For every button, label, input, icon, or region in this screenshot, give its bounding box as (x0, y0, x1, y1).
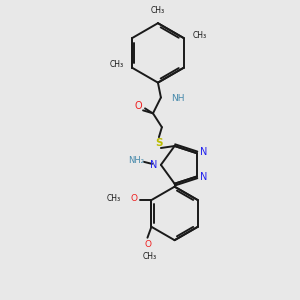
Text: O: O (130, 194, 137, 202)
Text: S: S (155, 138, 163, 148)
Text: NH: NH (171, 94, 184, 103)
Text: CH₃: CH₃ (109, 60, 123, 69)
Text: CH₃: CH₃ (193, 31, 207, 40)
Text: N: N (150, 160, 158, 170)
Text: N: N (200, 147, 207, 157)
Text: N: N (200, 172, 207, 182)
Text: CH₃: CH₃ (106, 194, 121, 202)
Text: CH₃: CH₃ (142, 252, 157, 261)
Text: O: O (145, 240, 152, 249)
Text: NH₂: NH₂ (128, 156, 144, 165)
Text: O: O (134, 101, 142, 111)
Text: CH₃: CH₃ (151, 6, 165, 15)
